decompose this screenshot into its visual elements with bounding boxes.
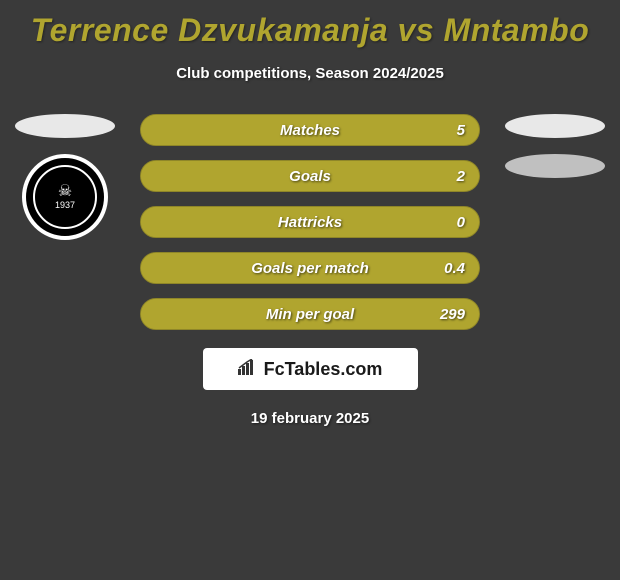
stat-label: Matches [280,122,340,139]
branding-badge: FcTables.com [203,348,418,390]
left-player-column: ☠ 1937 [10,106,120,240]
club-logo-inner: ☠ 1937 [33,165,97,229]
stat-row: Goals 2 [140,160,480,192]
stat-value-right: 0.4 [444,260,465,277]
date-label: 19 february 2025 [0,410,620,427]
chart-icon [238,359,258,380]
stat-label: Goals [289,168,331,185]
right-player-silhouette-1 [505,114,605,138]
club-year: 1937 [55,200,75,210]
stat-value-right: 5 [457,122,465,139]
stat-row: Min per goal 299 [140,298,480,330]
stat-label: Hattricks [278,214,342,231]
right-player-silhouette-2 [505,154,605,178]
stat-label: Min per goal [266,306,354,323]
stat-row: Goals per match 0.4 [140,252,480,284]
skull-icon: ☠ [58,184,72,200]
stat-row: Hattricks 0 [140,206,480,238]
left-club-logo: ☠ 1937 [22,154,108,240]
stat-value-right: 0 [457,214,465,231]
left-player-silhouette [15,114,115,138]
comparison-bars: Matches 5 Goals 2 Hattricks 0 Goals per match 0… [140,114,480,330]
stat-label: Goals per match [251,260,369,277]
stat-value-right: 299 [440,306,465,323]
subtitle: Club competitions, Season 2024/2025 [0,65,620,82]
stat-row: Matches 5 [140,114,480,146]
page-title: Terrence Dzvukamanja vs Mntambo [0,0,620,49]
right-player-column [500,106,610,194]
branding-text: FcTables.com [264,359,383,380]
comparison-area: ☠ 1937 Matches 5 Goals 2 Hattricks 0 Goals per… [0,114,620,427]
stat-value-right: 2 [457,168,465,185]
